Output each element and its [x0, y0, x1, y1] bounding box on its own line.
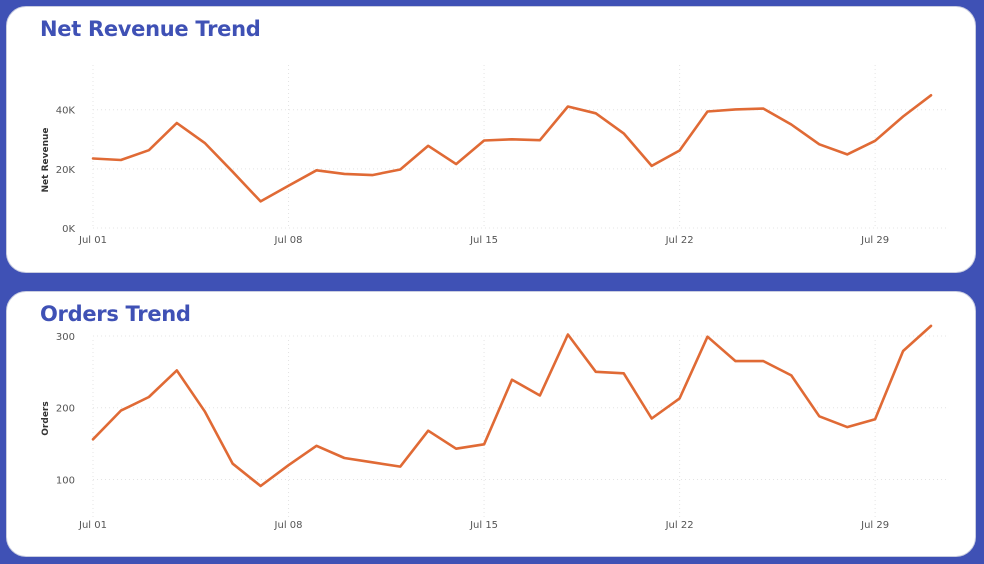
net-revenue-line-chart: 0K 20K 40K Jul 01 Jul 08 Jul 15 Jul 22 Jul 29 Ne…	[41, 65, 946, 246]
data-point[interactable]	[174, 367, 180, 373]
orders-line-chart: 100 200 300 Jul 01 Jul 08 Jul 15 Jul 22 Jul 29 O…	[41, 323, 946, 531]
y-tick-label: 40K	[56, 106, 76, 117]
data-point[interactable]	[202, 140, 208, 146]
data-point[interactable]	[397, 464, 403, 470]
data-point[interactable]	[118, 408, 124, 414]
data-point[interactable]	[258, 483, 264, 489]
data-point[interactable]	[509, 377, 515, 383]
data-point[interactable]	[341, 455, 347, 461]
data-point[interactable]	[928, 92, 934, 98]
data-point[interactable]	[677, 148, 683, 154]
data-point[interactable]	[593, 369, 599, 375]
data-point[interactable]	[90, 156, 96, 162]
data-point[interactable]	[481, 137, 487, 143]
data-point[interactable]	[425, 143, 431, 149]
data-point[interactable]	[369, 172, 375, 178]
data-point[interactable]	[146, 394, 152, 400]
data-point[interactable]	[621, 130, 627, 136]
x-tick-label: Jul 29	[860, 520, 889, 531]
y-tick-label: 100	[56, 476, 75, 487]
data-point[interactable]	[230, 169, 236, 175]
y-tick-label: 200	[56, 404, 75, 415]
x-tick-label: Jul 22	[665, 235, 694, 246]
data-point[interactable]	[732, 106, 738, 112]
data-point[interactable]	[230, 461, 236, 467]
data-point[interactable]	[705, 109, 711, 115]
data-point[interactable]	[872, 416, 878, 422]
data-point[interactable]	[900, 348, 906, 354]
y-tick-label: 0K	[62, 224, 75, 235]
chart-title: Net Revenue Trend	[40, 17, 261, 41]
data-point[interactable]	[928, 323, 934, 329]
data-point[interactable]	[258, 198, 264, 204]
x-tick-label: Jul 08	[274, 520, 303, 531]
data-point[interactable]	[146, 147, 152, 153]
data-point[interactable]	[788, 122, 794, 128]
data-point[interactable]	[788, 372, 794, 378]
data-point[interactable]	[537, 393, 543, 399]
orders-panel: Orders Trend 100 200 300 Jul 01 Jul 08 Jul 15…	[6, 291, 976, 557]
data-point[interactable]	[732, 358, 738, 364]
data-point[interactable]	[844, 424, 850, 430]
data-point[interactable]	[705, 334, 711, 340]
data-point[interactable]	[816, 413, 822, 419]
data-point[interactable]	[844, 151, 850, 157]
data-point[interactable]	[118, 157, 124, 163]
net-revenue-panel: Net Revenue Trend 0K 20K 40K Jul 01 Jul 08 Ju…	[6, 6, 976, 273]
data-point[interactable]	[677, 395, 683, 401]
data-point[interactable]	[174, 120, 180, 126]
x-tick-label: Jul 15	[469, 235, 498, 246]
data-point[interactable]	[621, 370, 627, 376]
data-point[interactable]	[816, 141, 822, 147]
data-point[interactable]	[286, 183, 292, 189]
data-point[interactable]	[537, 137, 543, 143]
data-point[interactable]	[565, 103, 571, 109]
series-line	[91, 324, 933, 488]
data-point[interactable]	[397, 166, 403, 172]
data-point[interactable]	[341, 171, 347, 177]
x-tick-label: Jul 15	[469, 520, 498, 531]
y-axis-title: Orders	[41, 401, 51, 435]
data-point[interactable]	[202, 408, 208, 414]
x-tick-label: Jul 01	[78, 520, 107, 531]
data-point[interactable]	[649, 163, 655, 169]
chart-title: Orders Trend	[40, 302, 191, 326]
x-tick-label: Jul 22	[665, 520, 694, 531]
data-point[interactable]	[481, 441, 487, 447]
data-point[interactable]	[509, 136, 515, 142]
y-tick-label: 300	[56, 332, 75, 343]
x-tick-label: Jul 01	[78, 235, 107, 246]
data-point[interactable]	[286, 462, 292, 468]
series-line	[91, 94, 933, 203]
data-point[interactable]	[872, 138, 878, 144]
data-point[interactable]	[453, 161, 459, 167]
data-point[interactable]	[369, 459, 375, 465]
y-tick-label: 20K	[56, 165, 76, 176]
data-point[interactable]	[565, 332, 571, 338]
y-axis-title: Net Revenue	[41, 128, 51, 193]
data-point[interactable]	[900, 114, 906, 120]
data-point[interactable]	[313, 443, 319, 449]
data-point[interactable]	[425, 428, 431, 434]
data-point[interactable]	[760, 358, 766, 364]
data-point[interactable]	[649, 416, 655, 422]
x-tick-label: Jul 08	[274, 235, 303, 246]
data-point[interactable]	[453, 446, 459, 452]
data-point[interactable]	[90, 436, 96, 442]
data-point[interactable]	[313, 167, 319, 173]
x-tick-label: Jul 29	[860, 235, 889, 246]
data-point[interactable]	[593, 110, 599, 116]
data-point[interactable]	[760, 106, 766, 112]
